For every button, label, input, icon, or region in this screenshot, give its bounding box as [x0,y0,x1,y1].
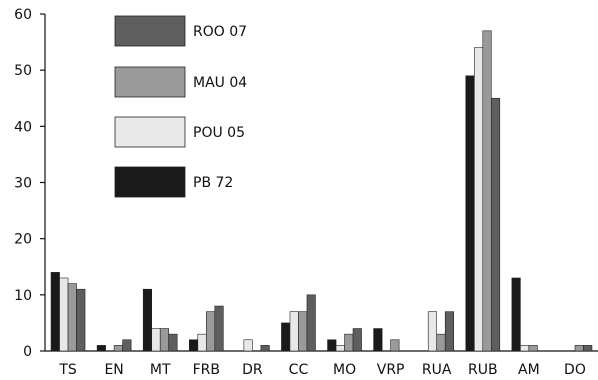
x-tick-label: DR [242,362,263,378]
x-tick-label: MO [333,362,356,378]
bar-cc-pou-05 [289,311,299,352]
y-tick-label: 40 [14,119,32,135]
bar-rub-mau-04 [482,30,492,352]
bar-en-roo-07 [122,339,132,352]
bar-mt-mau-04 [159,328,170,352]
bar-frb-roo-07 [214,305,224,352]
bar-en-pb-72 [96,345,106,352]
legend-swatch-pb-72 [114,166,186,198]
legend-label: MAU 04 [193,75,247,91]
bar-dr-pou-05 [243,339,253,352]
bar-rub-roo-07 [490,97,501,352]
bars [50,30,593,352]
bar-vrp-pb-72 [373,328,383,352]
bar-mt-roo-07 [168,333,178,352]
y-axis: 0 10 20 30 40 50 60 [14,7,46,360]
bar-cc-roo-07 [306,294,316,352]
x-tick-label: VRP [377,362,405,378]
bar-ts-mau-04 [67,283,77,352]
bar-mo-mau-04 [344,333,354,352]
bar-ts-pb-72 [50,272,60,352]
bar-do-mau-04 [574,345,584,352]
bar-do-roo-07 [583,345,593,352]
y-tick-label: 60 [14,7,32,23]
x-tick-label: FRB [193,362,220,378]
bar-vrp-mau-04 [390,339,400,352]
x-tick-label: RUA [422,362,452,378]
legend: ROO 07 MAU 04 POU 05 PB 72 [114,15,247,198]
x-tick-label: EN [104,362,123,378]
bar-rua-roo-07 [444,311,455,352]
x-tick-label: TS [58,362,77,378]
bar-am-pou-05 [520,345,530,352]
bar-am-mau-04 [528,345,538,352]
x-tick-label: CC [289,362,309,378]
y-tick-label: 0 [23,344,32,360]
bar-dr-roo-07 [260,345,270,352]
bar-cc-pb-72 [281,322,291,352]
x-tick-label: DO [564,362,586,378]
bar-rub-pb-72 [465,75,475,352]
x-tick-label: RUB [468,362,498,378]
legend-swatch-pou-05 [114,116,186,148]
bar-mo-pou-05 [335,345,345,352]
bar-mo-pb-72 [327,339,337,352]
bar-mt-pou-05 [151,328,161,352]
y-tick-label: 50 [14,63,32,79]
x-tick-label: AM [518,362,540,378]
legend-label: POU 05 [193,125,245,141]
y-tick-label: 30 [14,176,32,192]
bar-rub-pou-05 [473,47,484,352]
bar-rua-pou-05 [427,311,438,352]
bar-en-mau-04 [113,345,123,352]
bar-cc-mau-04 [298,311,308,352]
bar-mo-roo-07 [352,328,362,352]
legend-swatch-mau-04 [114,66,186,98]
y-tick-label: 20 [14,232,32,248]
bar-ts-roo-07 [76,288,86,352]
bar-frb-mau-04 [205,311,216,352]
y-tick-label: 10 [14,288,32,304]
legend-swatch-roo-07 [114,15,186,47]
bar-mt-pb-72 [142,288,153,352]
bar-frb-pb-72 [188,339,199,352]
bar-rua-mau-04 [436,333,446,352]
legend-label: PB 72 [193,175,233,191]
legend-label: ROO 07 [193,24,247,40]
bar-frb-pou-05 [197,333,207,352]
x-tick-label: MT [150,362,171,378]
bar-ts-pou-05 [59,277,69,352]
x-axis: TS EN MT FRB DR CC MO VRP RUA RUB AM DO [45,350,598,378]
bar-am-pb-72 [511,277,521,352]
